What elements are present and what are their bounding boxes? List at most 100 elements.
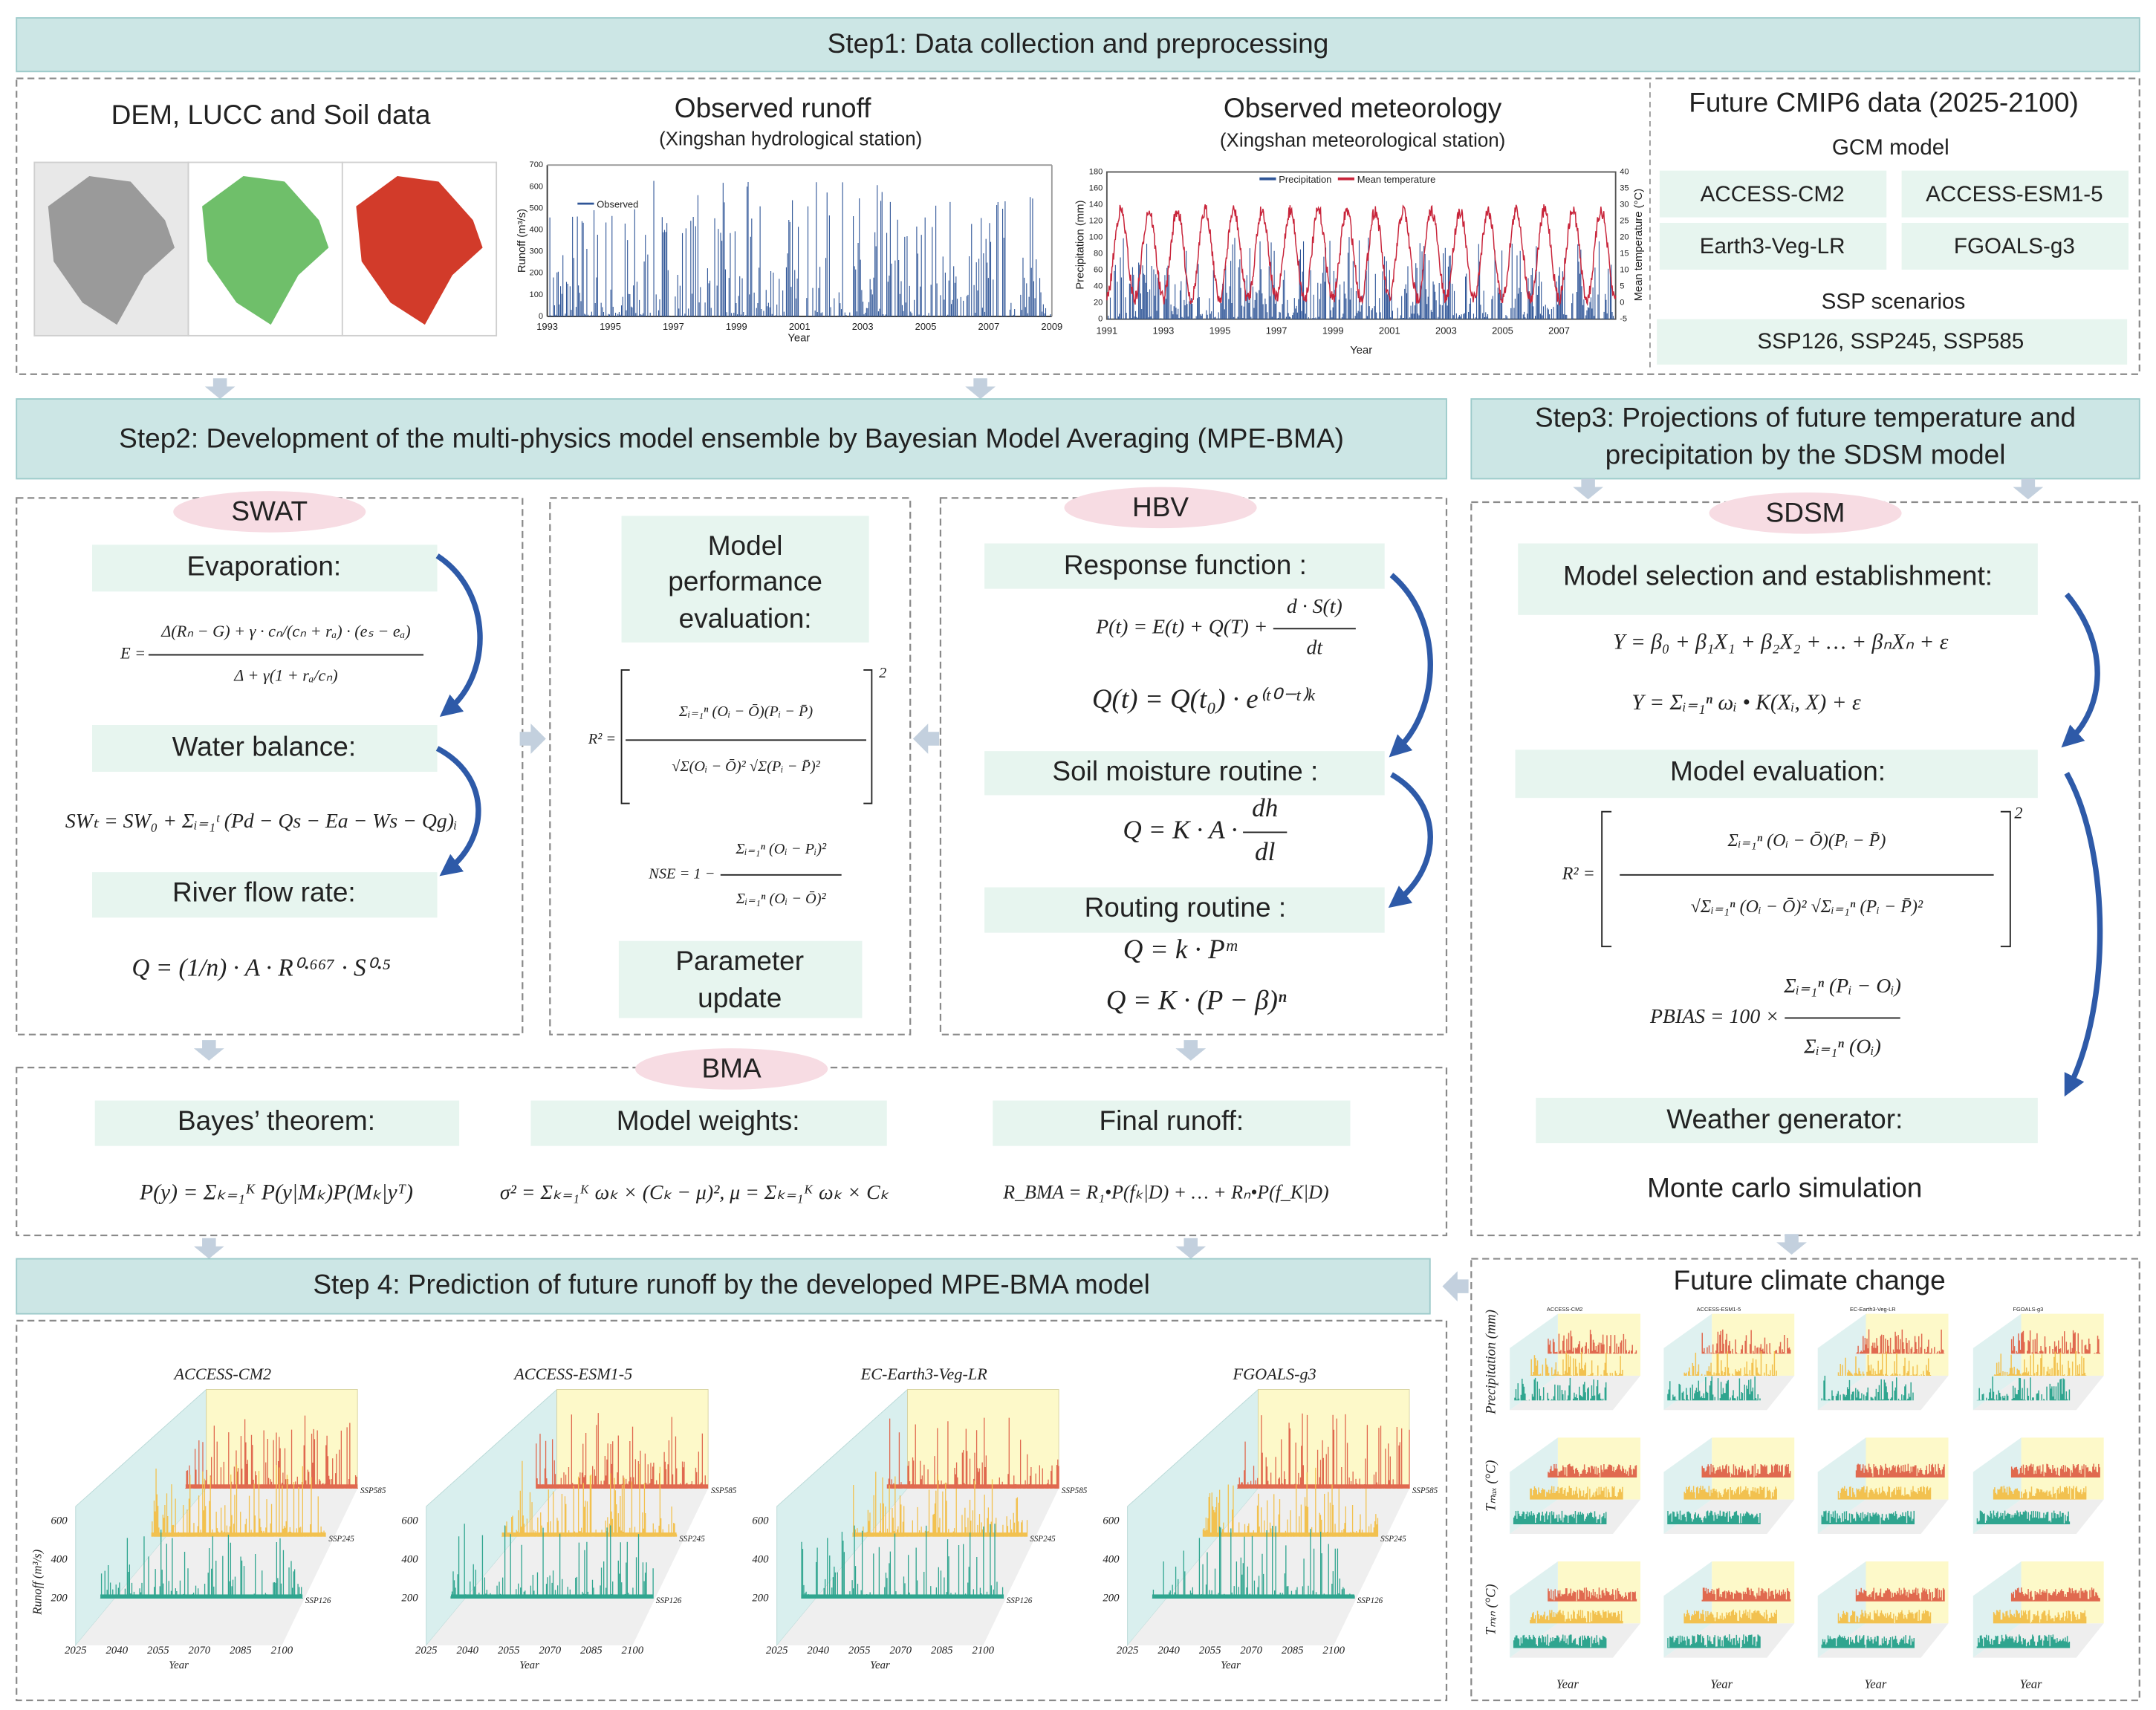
band-base xyxy=(451,1594,654,1599)
down-arrow xyxy=(1175,1238,1207,1259)
chart-title: ACCESS-CM2 xyxy=(172,1365,271,1383)
y-tick-label: 200 xyxy=(530,269,544,278)
equation-lhs: NSE = 1 − xyxy=(648,866,715,882)
equation-denominator: Σᵢ₌₁ⁿ (Oᵢ − Ō)² xyxy=(736,891,827,907)
bracket xyxy=(1601,810,2011,948)
x-tick-label: 1997 xyxy=(1266,325,1288,337)
model-label: SWAT xyxy=(231,495,308,527)
y2-tick-label: 5 xyxy=(1620,282,1624,291)
chart-title: ACCESS-CM2 xyxy=(1547,1306,1582,1313)
label-pill xyxy=(173,491,366,533)
chart-title: FGOALS-g3 xyxy=(2013,1306,2044,1313)
panel-title: DEM, LUCC and Soil data xyxy=(111,99,431,130)
y2-tick-label: 15 xyxy=(1620,250,1629,259)
side-arrow xyxy=(519,724,546,754)
band-ssp245 xyxy=(1993,1351,2087,1376)
scenario-label: SSP245 xyxy=(328,1535,354,1544)
step-header xyxy=(16,1258,1431,1315)
equation: Q = (1/n) · A · R⁰·⁶⁶⁷ · S⁰·⁵ xyxy=(131,954,391,981)
x-tick-label: 2007 xyxy=(978,321,1000,332)
x-tick-label: 1999 xyxy=(726,321,747,332)
y-tick-label: 200 xyxy=(51,1592,68,1604)
x-tick-label: 2085 xyxy=(931,1645,953,1657)
y-tick-label: 600 xyxy=(1103,1515,1120,1527)
side-wall xyxy=(1510,1561,1558,1658)
band-ssp126 xyxy=(1976,1634,2071,1648)
box-label: Routing routine : xyxy=(1085,891,1287,923)
band-ssp585 xyxy=(2010,1587,2100,1602)
step-title: Step2: Development of the multi-physics … xyxy=(119,422,1344,453)
box-label: Evaporation: xyxy=(186,550,341,582)
y-tick-label: 600 xyxy=(752,1515,769,1527)
y-tick-label: 200 xyxy=(752,1592,769,1604)
y-tick-label: 200 xyxy=(401,1592,418,1604)
equation-denominator: dt xyxy=(1307,636,1324,659)
band-base xyxy=(852,1532,1027,1537)
band-base xyxy=(185,1484,358,1489)
equation: Q(t) = Q(t₀) · e⁽ᵗ⁰⁻ᵗ⁾ᵏ xyxy=(1092,684,1316,715)
band-ssp585 xyxy=(2010,1463,2100,1478)
gcm-name: ACCESS-ESM1-5 xyxy=(1926,182,2103,207)
side-arrow xyxy=(1442,1271,1469,1301)
axis-label: Year xyxy=(1710,1677,1733,1691)
x-tick-label: 2070 xyxy=(889,1645,912,1657)
axis-label: Year xyxy=(870,1659,890,1671)
side-wall xyxy=(1972,1561,2022,1658)
band-ssp585 xyxy=(1701,1329,1791,1354)
panel-title: Future climate change xyxy=(1674,1264,1946,1295)
scenario-label: SSP245 xyxy=(1030,1535,1056,1544)
scenario-label: SSP245 xyxy=(1380,1535,1406,1544)
box-label: Final runoff: xyxy=(1099,1105,1244,1136)
step-title: Step 4: Prediction of future runoff by t… xyxy=(313,1268,1150,1299)
band-base xyxy=(100,1594,303,1599)
label-box xyxy=(92,872,438,918)
row-label: Precipitation (mm) xyxy=(1484,1310,1499,1415)
x-tick-label: 2003 xyxy=(852,321,874,332)
down-arrow xyxy=(1175,1040,1207,1061)
axis-label: Mean temperature (°C) xyxy=(1633,189,1645,302)
y-tick-label: 0 xyxy=(539,312,543,321)
equation-numerator: Σᵢ₌₁ⁿ (Pᵢ − Oᵢ) xyxy=(1783,975,1901,998)
band-base xyxy=(151,1532,326,1537)
y-tick-label: 400 xyxy=(752,1554,769,1566)
x-tick-label: 2040 xyxy=(807,1645,829,1657)
curved-arrow xyxy=(2064,772,2103,1097)
axis-label: Year xyxy=(1556,1677,1579,1691)
band-ssp585 xyxy=(1855,1463,1945,1478)
label-box xyxy=(94,1100,460,1146)
y-tick-label: 120 xyxy=(1089,216,1103,225)
chart-title: EC-Earth3-Veg-LR xyxy=(860,1365,988,1383)
x-tick-label: 2085 xyxy=(580,1645,603,1657)
equation: Q = k · Pᵐ xyxy=(1123,934,1238,965)
y-tick-label: 200 xyxy=(1103,1592,1120,1604)
y-tick-label: 40 xyxy=(1094,282,1103,291)
band-ssp126 xyxy=(1976,1376,2071,1401)
floor xyxy=(1817,1375,1949,1411)
equation: σ² = Σₖ₌₁ᴷ ωₖ × (Cₖ − μ)², μ = Σₖ₌₁ᴷ ωₖ … xyxy=(500,1181,889,1204)
panel-title: Observed runoff xyxy=(675,92,871,123)
band-ssp585 xyxy=(1855,1329,1945,1354)
equation-lhs: Q = K · A · xyxy=(1123,816,1237,845)
x-tick-label: 2055 xyxy=(848,1645,871,1657)
equation-lhs: E = xyxy=(120,644,146,663)
equation-denominator: dl xyxy=(1255,837,1275,866)
floor xyxy=(426,1488,709,1645)
equation: R_BMA = R₁•P(fₖ|D) + … + Rₙ•P(f_K|D) xyxy=(1002,1181,1328,1203)
step-header xyxy=(16,17,2140,73)
side-wall xyxy=(1817,1313,1866,1411)
step-header xyxy=(1470,398,2140,480)
curved-arrow xyxy=(435,553,483,717)
band-ssp126 xyxy=(1667,1634,1761,1648)
box-label: Soil moisture routine : xyxy=(1052,755,1318,787)
scenario-label: SSP585 xyxy=(1062,1486,1088,1495)
band-ssp245 xyxy=(1837,1486,1932,1500)
x-tick-label: 1995 xyxy=(600,321,621,332)
axis-label: Year xyxy=(2020,1677,2042,1691)
curved-arrow xyxy=(435,746,481,877)
y2-tick-label: 25 xyxy=(1620,216,1629,225)
y-tick-label: 500 xyxy=(530,204,544,212)
equation-power: 2 xyxy=(2014,803,2022,822)
chart-title: ACCESS-ESM1-5 xyxy=(513,1365,632,1383)
equation-denominator: Δ + γ(1 + rₐ/cₙ) xyxy=(233,666,337,684)
equation-lhs: P(t) = E(t) + Q(T) + xyxy=(1095,616,1267,639)
